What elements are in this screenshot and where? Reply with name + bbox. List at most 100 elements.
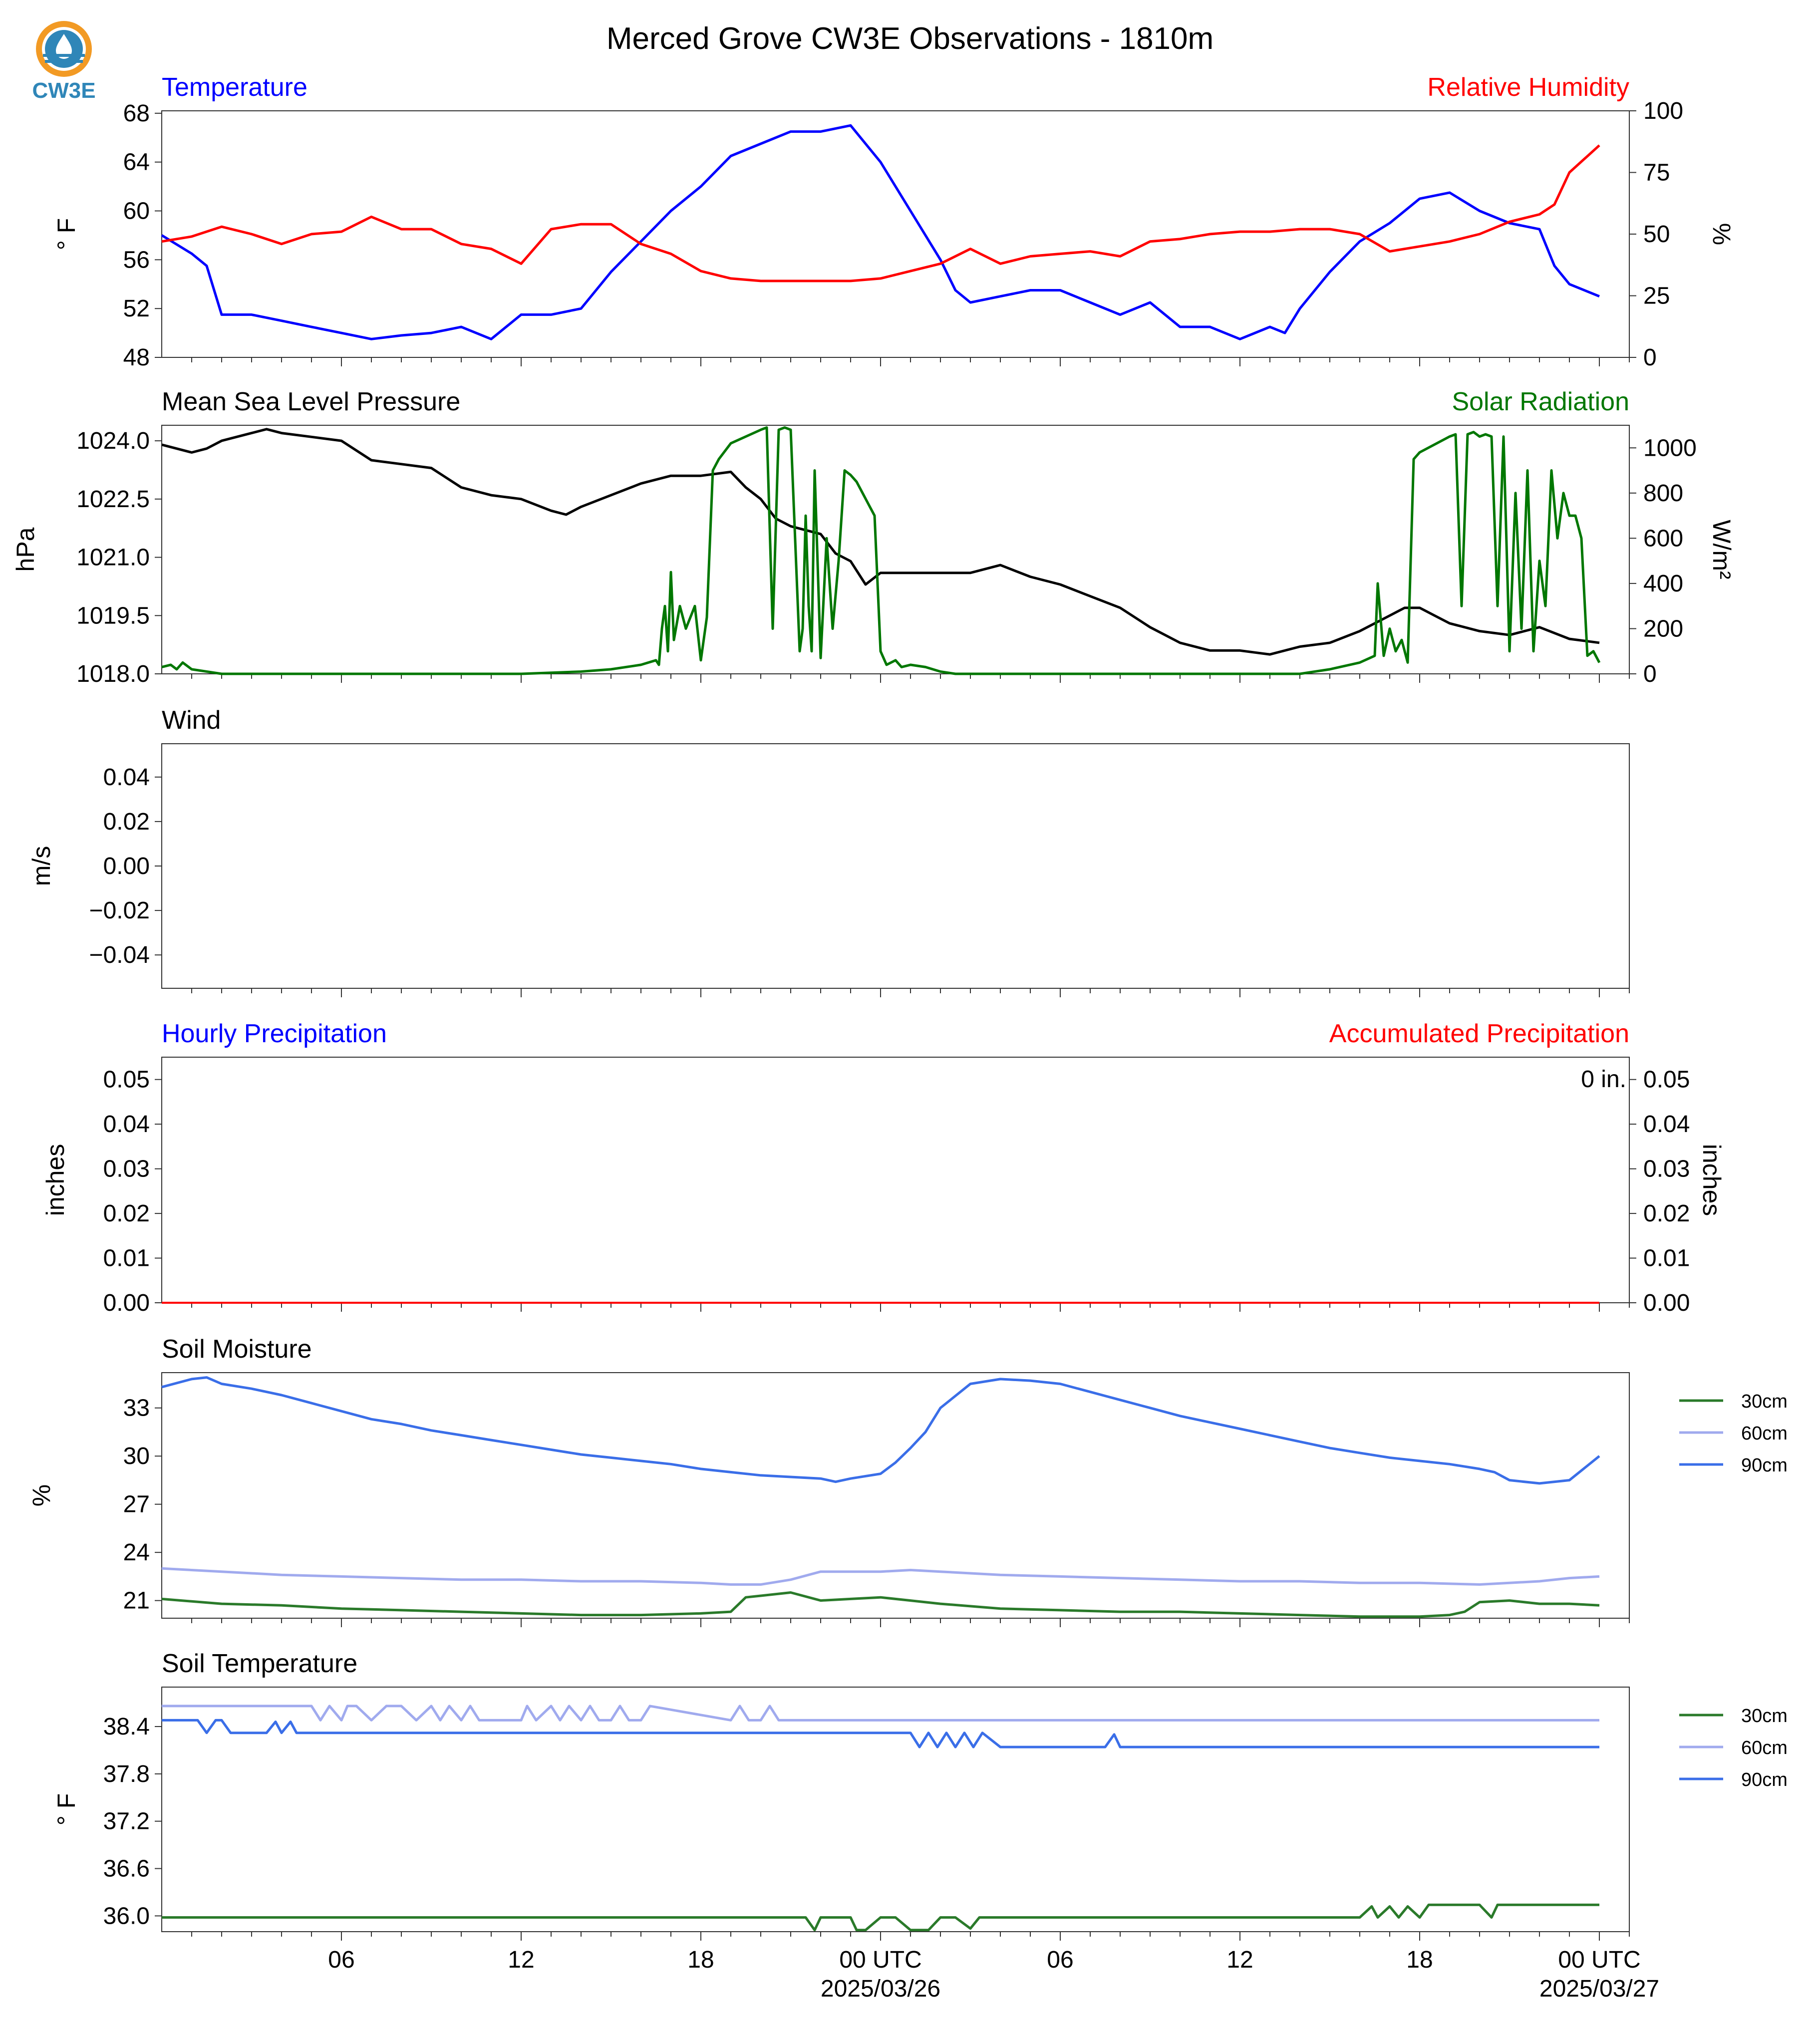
legend: 30cm 60cm 90cm [1679, 1706, 1788, 1790]
y-tick-label-right: 0 [1643, 661, 1657, 687]
y-tick-label-right: 0.00 [1643, 1290, 1690, 1316]
panel-soil-moisture: Soil Moisture 21 24 27 30 33% 30cm 60cm 90cm [27, 1335, 1788, 1627]
x-axis: 06 12 18 00 UTC 06 12 18 00 UTC 2025/03/26 2025/0… [328, 1947, 1659, 2002]
chart-title: Merced Grove CW3E Observations - 1810m [607, 21, 1213, 56]
y-tick-label-left: −0.02 [89, 897, 150, 924]
y-tick-label-left: 0.00 [103, 853, 150, 879]
series-line-solar-radiation [161, 426, 1601, 675]
y-axis-label-right: % [1708, 223, 1736, 245]
y-tick-label-left: 52 [123, 295, 150, 322]
x-tick-label: 06 [1047, 1947, 1073, 1973]
panel-wind: Wind 0.04 0.02 0.00 −0.02 −0.04 m/s [27, 706, 1630, 997]
series-line-30cm [161, 1591, 1600, 1618]
y-tick-label-left: −0.04 [89, 942, 150, 968]
y-tick-label-left: 0.05 [103, 1067, 150, 1093]
y-axis-label-left: hPa [11, 527, 39, 572]
y-tick-label-left: 33 [123, 1395, 150, 1422]
panel-title-right: Relative Humidity [1427, 73, 1629, 102]
x-tick-label: 18 [687, 1947, 714, 1973]
x-tick-label: 12 [508, 1947, 534, 1973]
y-tick-label-right: 0.03 [1643, 1156, 1690, 1182]
panel-title-left: Soil Temperature [162, 1649, 357, 1678]
y-axis-label-left: ° F [52, 1793, 80, 1825]
y-tick-label-left: 1022.5 [76, 486, 150, 513]
legend-entry: 30cm [1741, 1706, 1788, 1727]
y-tick-label-right: 400 [1643, 571, 1683, 597]
y-tick-label-right: 0.01 [1643, 1245, 1690, 1272]
y-tick-label-left: 30 [123, 1443, 150, 1469]
y-tick-label-left: 0.02 [103, 1200, 150, 1227]
y-tick-label-right: 0.05 [1643, 1067, 1690, 1093]
x-date-label: 2025/03/26 [821, 1976, 940, 2002]
y-tick-label-right: 75 [1643, 160, 1670, 186]
y-tick-label-right: 800 [1643, 480, 1683, 507]
y-tick-label-right: 0.02 [1643, 1200, 1690, 1227]
y-axis-label-left: inches [41, 1144, 69, 1216]
panel-hourly-precipitation: Hourly Precipitation Accumulated Precipit… [41, 1019, 1726, 1316]
y-tick-label-left: 1021.0 [76, 545, 150, 571]
y-axis-label-right: inches [1698, 1144, 1726, 1216]
logo-wave-1 [43, 54, 85, 57]
panel-title-left: Hourly Precipitation [162, 1019, 387, 1048]
x-date-label: 2025/03/27 [1539, 1976, 1659, 2002]
cw3e-logo: CW3E [32, 21, 96, 103]
panel-title-right: Accumulated Precipitation [1329, 1019, 1629, 1048]
legend-entry: 90cm [1741, 1455, 1788, 1476]
x-tick-label: 18 [1406, 1947, 1433, 1973]
panel-title-right: Solar Radiation [1452, 387, 1629, 416]
panel-title-left: Wind [162, 706, 221, 735]
y-tick-label-left: 60 [123, 198, 150, 225]
y-tick-label-left: 37.8 [103, 1761, 150, 1787]
y-axis-label-left: ° F [52, 218, 80, 250]
series-line-30cm [162, 1903, 1599, 1932]
y-tick-label-left: 36.0 [103, 1903, 150, 1929]
y-tick-label-left: 24 [123, 1539, 150, 1566]
y-tick-label-left: 0.03 [103, 1156, 150, 1182]
series-line-relative-humidity [161, 144, 1600, 283]
y-tick-label-right: 0 [1643, 344, 1657, 371]
y-tick-label-left: 48 [123, 344, 150, 371]
y-tick-label-left: 1024.0 [76, 428, 150, 454]
y-tick-label-right: 1000 [1643, 435, 1697, 461]
y-axis-label-left: % [27, 1484, 55, 1506]
logo-droplet-icon [56, 34, 72, 59]
panel-soil-temperature: Soil Temperature 36.0 36.6 37.2 37.8 38.4 ° F 3… [52, 1649, 1788, 1941]
y-tick-label-left: 64 [123, 149, 150, 176]
y-tick-label-left: 21 [123, 1588, 150, 1614]
panel-title-left: Soil Moisture [162, 1335, 312, 1364]
panel-mean-sea-level-pressure: Mean Sea Level Pressure Solar Radiation 10… [11, 387, 1736, 687]
legend-entry: 60cm [1741, 1738, 1788, 1758]
y-tick-label-left: 36.6 [103, 1856, 150, 1882]
x-tick-label: 00 UTC [839, 1947, 921, 1973]
y-tick-label-left: 38.4 [103, 1714, 150, 1740]
y-tick-label-left: 56 [123, 247, 150, 273]
panels: Temperature Relative Humidity 48 52 56 60 64 68… [11, 73, 1788, 1941]
series-line-60cm [161, 1567, 1600, 1586]
series-line-60cm [162, 1705, 1599, 1722]
legend-entry: 60cm [1741, 1423, 1788, 1444]
logo-text: CW3E [32, 78, 95, 103]
y-tick-label-right: 200 [1643, 615, 1683, 642]
x-tick-label: 06 [328, 1947, 354, 1973]
plot-frame [161, 1687, 1630, 1932]
legend: 30cm 60cm 90cm [1679, 1391, 1788, 1476]
y-tick-label-left: 1018.0 [76, 661, 150, 687]
legend-entry: 90cm [1741, 1769, 1788, 1790]
x-tick-label: 00 UTC [1558, 1947, 1640, 1973]
y-tick-label-left: 0.02 [103, 809, 150, 835]
series-line-temperature [161, 124, 1600, 340]
panel-title-left: Temperature [162, 73, 307, 102]
series-line-90cm [162, 1719, 1599, 1748]
y-tick-label-left: 0.01 [103, 1245, 150, 1272]
legend-entry: 30cm [1741, 1391, 1788, 1412]
panel-title-left: Mean Sea Level Pressure [162, 387, 460, 416]
series-line-90cm [161, 1376, 1600, 1485]
y-axis-label-left: m/s [27, 846, 55, 886]
y-tick-label-left: 0.04 [103, 1111, 150, 1138]
series-line-mean-sea-level-pressure [161, 428, 1600, 656]
y-tick-label-left: 37.2 [103, 1808, 150, 1835]
x-tick-label: 12 [1226, 1947, 1253, 1973]
y-tick-label-left: 27 [123, 1491, 150, 1518]
y-tick-label-right: 0.04 [1643, 1111, 1690, 1138]
